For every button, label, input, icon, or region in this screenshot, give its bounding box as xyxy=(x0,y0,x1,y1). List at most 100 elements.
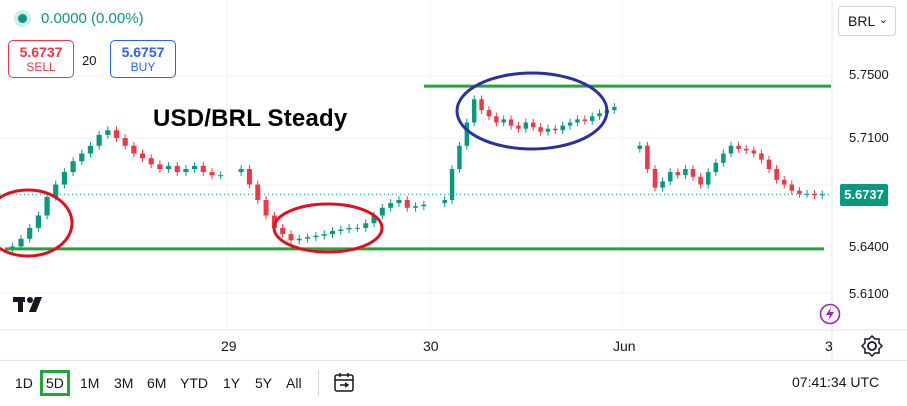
candle-body xyxy=(683,169,688,176)
candle-body xyxy=(743,148,749,151)
candle-body xyxy=(471,99,477,123)
candle-body xyxy=(209,172,215,176)
candle-body xyxy=(457,145,462,169)
candle-body xyxy=(538,127,543,132)
candle-body xyxy=(751,150,757,154)
candle-body xyxy=(27,227,33,239)
candle-body xyxy=(781,179,787,185)
candle-body xyxy=(774,169,779,180)
candle-body xyxy=(675,172,681,176)
range-5d-button[interactable]: 5D xyxy=(40,370,70,396)
candle-body xyxy=(479,99,484,111)
candle-body xyxy=(79,153,85,162)
ellipse-annotations xyxy=(0,71,609,258)
candle-body xyxy=(797,190,802,194)
candle-body xyxy=(589,116,595,121)
candle-body xyxy=(218,175,224,177)
candle-body xyxy=(338,229,344,231)
candle-body xyxy=(645,145,650,169)
candle-body xyxy=(698,176,703,185)
candle-body xyxy=(804,193,810,195)
candle-body xyxy=(87,145,94,154)
range-all-button[interactable]: All xyxy=(286,375,302,391)
candle-body xyxy=(812,193,817,196)
candle-body xyxy=(413,206,419,208)
candle-body xyxy=(789,184,795,191)
candle-body xyxy=(263,200,269,216)
candle-body xyxy=(148,158,154,165)
candle-body xyxy=(652,169,658,188)
settings-gear-icon[interactable] xyxy=(860,334,884,358)
candle-body xyxy=(246,169,252,185)
price-tick: 5.6100 xyxy=(849,286,889,301)
range-1y-button[interactable]: 1Y xyxy=(223,375,241,391)
candle-body xyxy=(330,231,335,235)
buy-price: 5.6757 xyxy=(121,44,165,60)
candle-body xyxy=(157,164,163,169)
candle-body xyxy=(404,200,410,208)
candle-body xyxy=(575,119,580,123)
market-status-icon xyxy=(18,14,27,23)
candle-body xyxy=(174,165,180,173)
candle-body xyxy=(183,169,189,173)
price-tick: 5.6400 xyxy=(849,239,889,254)
lightning-icon[interactable] xyxy=(819,303,841,325)
candle-body xyxy=(705,172,711,185)
candle-body xyxy=(53,184,59,197)
price-tick: 5.7100 xyxy=(849,130,889,145)
chart-title: USD/BRL Steady xyxy=(153,105,348,132)
candlestick-series xyxy=(9,95,825,254)
candle-body xyxy=(597,113,602,117)
range-1m-button[interactable]: 1M xyxy=(80,375,100,391)
date-range-compare-icon[interactable] xyxy=(332,370,356,394)
candle-body xyxy=(759,153,764,160)
range-3m-button[interactable]: 3M xyxy=(114,375,134,391)
candle-body xyxy=(113,130,120,138)
ellipse-annotation-red xyxy=(0,188,74,258)
time-tick: 29 xyxy=(221,338,237,354)
utc-clock: 07:41:34 UTC xyxy=(792,374,880,390)
candle-body xyxy=(721,153,726,163)
candle-body xyxy=(582,119,588,121)
price-change-text: 0.0000 (0.00%) xyxy=(41,10,144,27)
candle-body xyxy=(238,169,244,173)
candle-body xyxy=(516,125,521,129)
bottom-toolbar xyxy=(0,360,907,406)
candle-body xyxy=(464,122,470,146)
candle-body xyxy=(449,169,455,200)
candle-body xyxy=(296,238,302,241)
range-ytd-button[interactable]: YTD xyxy=(180,375,208,391)
candle-body xyxy=(313,235,319,238)
candle-body xyxy=(819,194,825,196)
candle-body xyxy=(346,227,352,230)
candle-body xyxy=(523,122,529,129)
range-1d-button[interactable]: 1D xyxy=(15,375,33,391)
buy-label: BUY xyxy=(130,60,156,74)
candle-body xyxy=(35,215,41,228)
candle-body xyxy=(494,116,499,123)
candle-body xyxy=(122,138,128,146)
candle-body xyxy=(545,128,551,132)
range-5y-button[interactable]: 5Y xyxy=(255,375,273,391)
time-tick: Jun xyxy=(613,338,636,354)
candle-body xyxy=(567,122,573,126)
range-6m-button[interactable]: 6M xyxy=(147,375,167,391)
candle-body xyxy=(321,234,327,236)
candle-body xyxy=(553,128,558,131)
currency-select[interactable]: BRL ⌄ xyxy=(838,6,896,36)
buy-button[interactable]: 5.6757 BUY xyxy=(110,40,176,78)
sell-button[interactable]: 5.6737 SELL xyxy=(8,40,74,78)
candle-body xyxy=(192,165,198,169)
candle-body xyxy=(396,200,402,204)
candle-body xyxy=(70,161,76,173)
candle-body xyxy=(560,125,565,131)
ellipse-annotation-blue xyxy=(455,71,609,151)
candle-body xyxy=(736,145,741,149)
candle-body xyxy=(660,181,665,188)
candle-body xyxy=(44,196,50,216)
current-price-badge: 5.6737 xyxy=(840,184,888,206)
candle-body xyxy=(280,227,286,235)
candle-body xyxy=(255,184,261,200)
candle-body xyxy=(388,203,394,208)
